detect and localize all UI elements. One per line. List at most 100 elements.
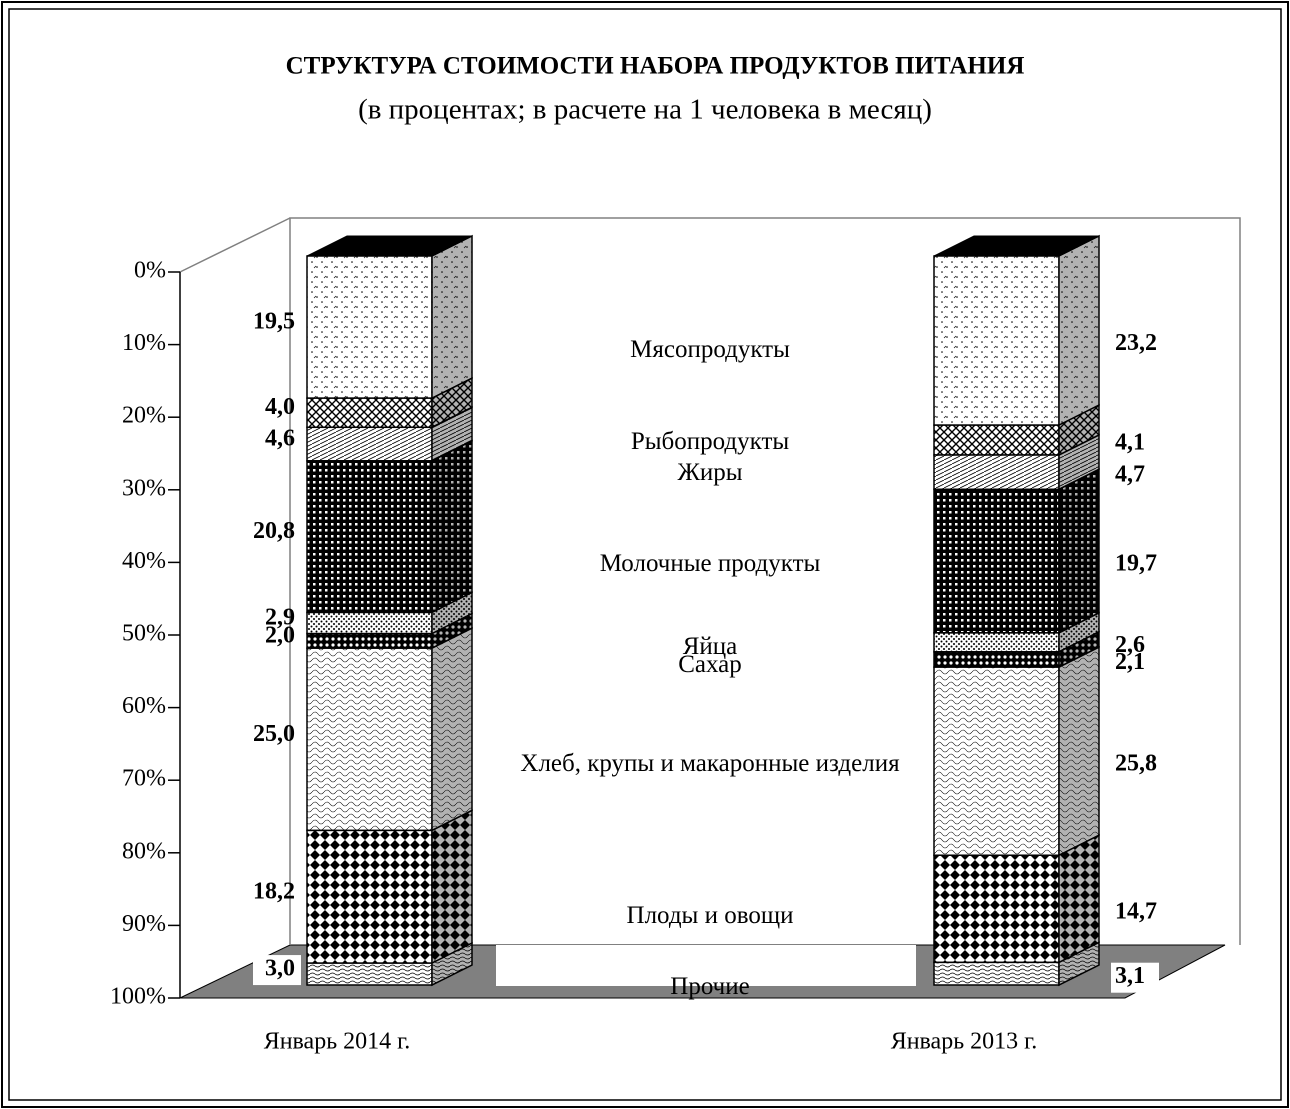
bar-side-shade <box>1059 835 1099 963</box>
data-label: 19,7 <box>1115 551 1157 577</box>
bar-side-shade <box>1059 405 1099 456</box>
series-name-box: Хлеб, крупы и макаронные изделия <box>520 750 900 778</box>
bar-segment <box>306 426 433 462</box>
bar-side-shade <box>1059 435 1099 490</box>
chart-subtitle: (в процентах; в расчете на 1 человека в … <box>358 94 932 126</box>
bar-segment <box>306 255 433 399</box>
y-tick-label: 40% <box>122 548 166 574</box>
bar-side-shade <box>1059 469 1099 633</box>
data-label: 25,0 <box>253 721 295 747</box>
bar-side-shade <box>432 628 472 831</box>
bar-side-shade <box>432 378 472 428</box>
data-label: 3,1 <box>1115 963 1145 989</box>
series-name: Прочие <box>670 972 750 1000</box>
bar-side-shade <box>432 592 472 634</box>
series-name: Сахар <box>678 650 742 678</box>
bar-side-shade <box>1059 631 1099 668</box>
bar-side-shade <box>1059 236 1099 426</box>
bar-top <box>306 235 473 257</box>
bar-side <box>1058 941 1100 987</box>
y-tick-label: 0% <box>134 258 166 284</box>
data-label: 4,1 <box>1115 430 1145 456</box>
bar-side-shade <box>432 440 472 613</box>
bar-segment <box>933 424 1060 456</box>
x-tick-label: Январь 2014 г. <box>264 1029 411 1055</box>
bar-segment <box>306 647 433 832</box>
bar-side-shade <box>1059 647 1099 856</box>
y-tick-label: 100% <box>110 984 166 1010</box>
y-tick-label: 70% <box>122 766 166 792</box>
data-label: 3,0 <box>265 956 295 982</box>
bar-segment <box>933 488 1060 634</box>
data-label: 2,6 <box>1115 632 1145 658</box>
y-tick-label: 80% <box>122 838 166 864</box>
series-name: Плоды и овощи <box>626 902 794 930</box>
data-label: 4,0 <box>265 394 295 420</box>
series-name-box: Плоды и овощи <box>626 902 794 930</box>
series-name: Мясопродукты <box>630 335 790 363</box>
side-wall <box>179 217 291 273</box>
bar-segment <box>306 397 433 429</box>
y-tick-label: 60% <box>122 693 166 719</box>
series-name-box: Сахар <box>678 650 742 678</box>
bar-segment <box>933 454 1060 491</box>
bar-side-shade <box>432 810 472 964</box>
data-label: 2,1 <box>1115 649 1145 675</box>
bar-segment <box>933 961 1060 986</box>
bar-segment <box>933 632 1060 653</box>
data-label: 19,5 <box>253 309 295 335</box>
series-name: Хлеб, крупы и макаронные изделия <box>520 750 900 778</box>
data-label: 4,6 <box>265 426 295 452</box>
bar-segment <box>306 829 433 964</box>
bar-segment <box>933 651 1060 668</box>
series-name-box: Мясопродукты <box>630 335 790 363</box>
y-tick-label: 30% <box>122 475 166 501</box>
bar-segment <box>933 854 1060 964</box>
data-label: 2,0 <box>265 622 295 648</box>
bar-segment <box>306 632 433 649</box>
label-background <box>496 945 916 986</box>
data-label: 4,7 <box>1115 462 1145 488</box>
series-name-box: Рыбопродукты <box>630 427 790 455</box>
bar-side <box>431 941 473 987</box>
data-label: 2,9 <box>265 605 295 631</box>
y-tick-label: 20% <box>122 403 166 429</box>
bar-segment <box>933 255 1060 426</box>
back-wall <box>289 217 1241 945</box>
chart-title: СТРУКТУРА СТОИМОСТИ НАБОРА ПРОДУКТОВ ПИТ… <box>286 53 1025 80</box>
data-label: 20,8 <box>253 518 295 544</box>
bar-side-shade <box>432 613 472 649</box>
bar-side-shade <box>432 407 472 461</box>
data-label: 23,2 <box>1115 330 1157 356</box>
y-tick-label: 90% <box>122 911 166 937</box>
bar-segment <box>933 666 1060 856</box>
bar-side-shade <box>432 943 472 985</box>
series-name: Яйца <box>682 633 738 661</box>
data-label: 18,2 <box>253 878 295 904</box>
y-tick-label: 50% <box>122 621 166 647</box>
bar-segment <box>306 460 433 614</box>
series-name-box: Прочие <box>670 972 750 1000</box>
label-background <box>253 955 301 986</box>
label-background <box>1111 962 1159 993</box>
bar-segment <box>306 962 433 986</box>
series-name-box: Жиры <box>677 459 743 487</box>
data-label: 25,8 <box>1115 751 1157 777</box>
data-label: 14,7 <box>1115 898 1157 924</box>
series-name: Молочные продукты <box>599 549 821 577</box>
y-tick-label: 10% <box>122 330 166 356</box>
x-tick-label: Январь 2013 г. <box>891 1029 1038 1055</box>
bar-top <box>933 235 1100 257</box>
series-name: Жиры <box>677 459 743 487</box>
series-name-box: Яйца <box>682 633 738 661</box>
bar-segment <box>306 611 433 635</box>
bar-side-shade <box>1059 942 1099 985</box>
series-name: Рыбопродукты <box>630 427 790 455</box>
bar-side-shade <box>432 236 472 399</box>
series-name-box: Молочные продукты <box>599 549 821 577</box>
frame-inner <box>8 8 1282 1101</box>
bar-side-shade <box>1059 612 1099 652</box>
